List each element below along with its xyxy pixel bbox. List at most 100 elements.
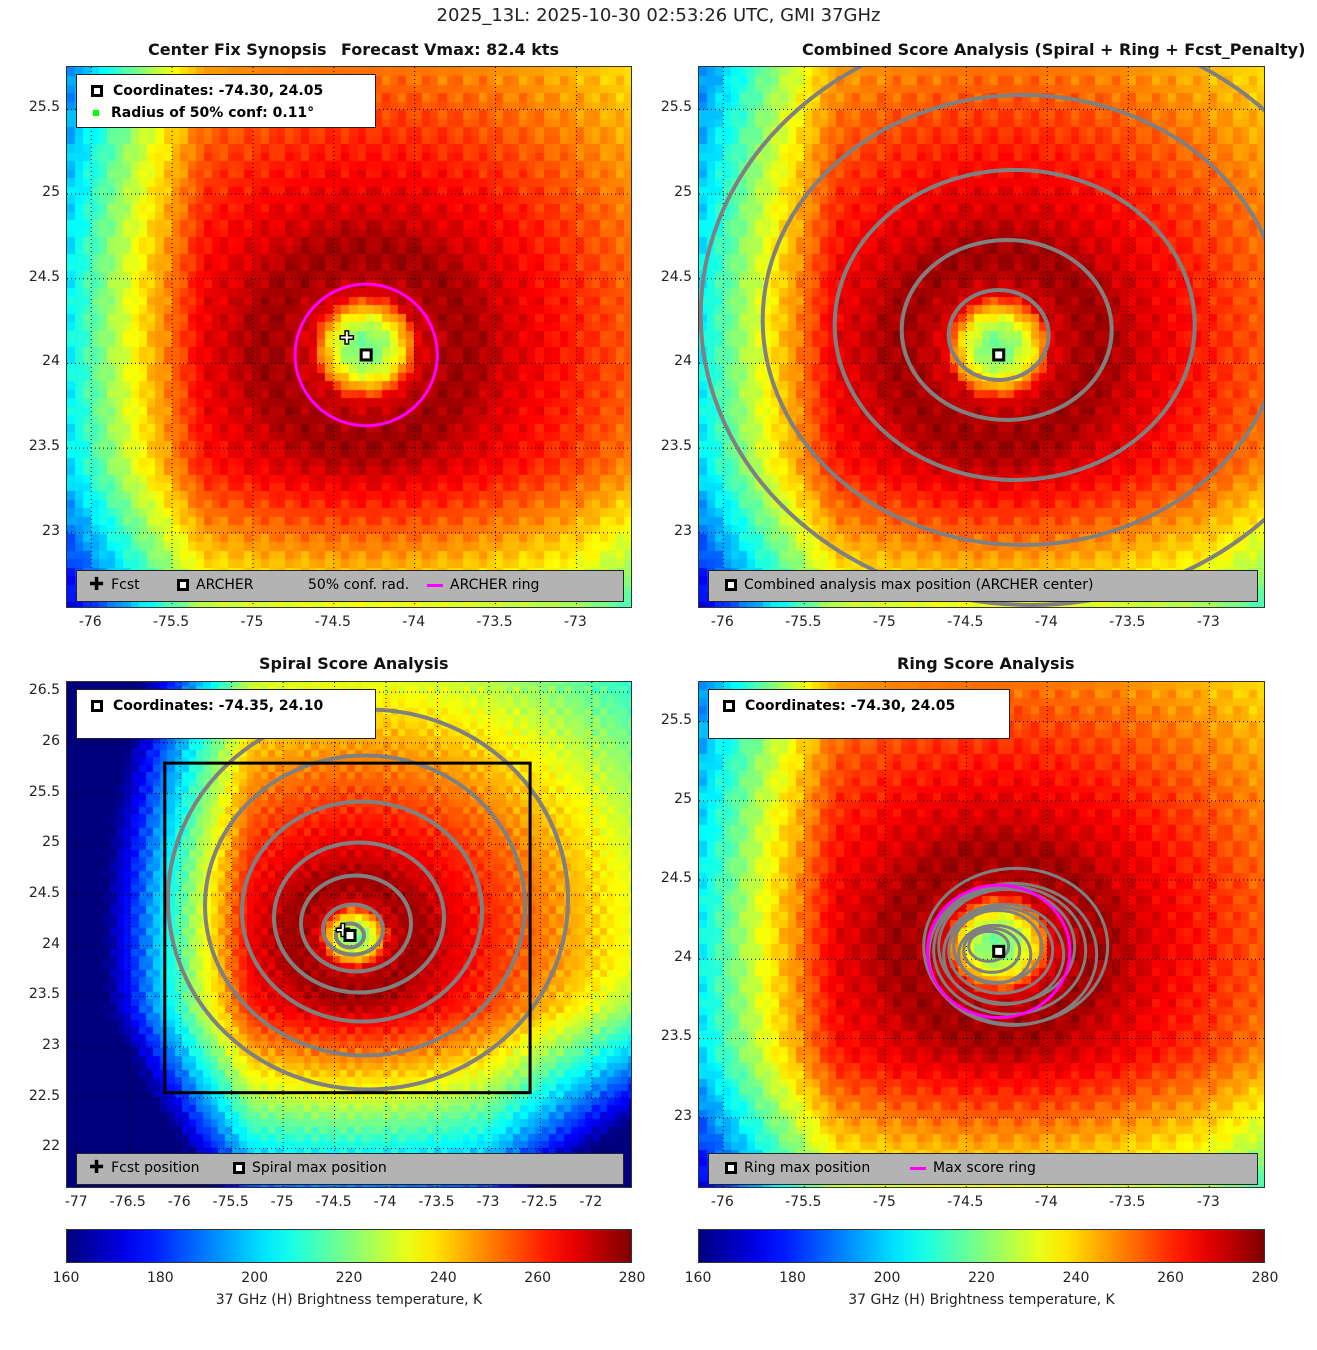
- archer-marker-icon: [725, 579, 737, 591]
- score-contour: [334, 921, 366, 950]
- archer-marker-icon: [177, 579, 189, 591]
- score-contour: [203, 753, 527, 1058]
- legend-conf: 50% conf. rad.: [308, 577, 410, 593]
- legend-max-ring: Max score ring: [933, 1160, 1036, 1176]
- ring-marker-icon: [725, 1162, 737, 1174]
- y-tick-label: 25: [674, 184, 692, 201]
- score-contour: [922, 866, 1110, 1026]
- panel1-vmax: Forecast Vmax: 82.4 kts: [341, 40, 560, 59]
- panel3-title: Spiral Score Analysis: [259, 654, 449, 673]
- x-tick-label: -73: [476, 1194, 500, 1210]
- score-contour: [937, 887, 1077, 1005]
- y-tick-label: 24.5: [660, 268, 692, 285]
- legend: Ring max position Max score ring: [708, 1153, 1258, 1185]
- overlay: ✚: [67, 682, 631, 1187]
- colorbar-tick-label: 240: [429, 1270, 457, 1286]
- y-tick-label: 22.5: [28, 1087, 60, 1104]
- conf-marker-icon: [93, 110, 99, 116]
- overlay: [699, 67, 1264, 607]
- y-tick-label: 24: [674, 353, 692, 370]
- colorbar-tick-label: 200: [241, 1270, 269, 1286]
- colorbar-label: 37 GHz (H) Brightness temperature, K: [215, 1292, 483, 1308]
- search-box: [163, 761, 532, 1095]
- colorbar-tick-label: 180: [779, 1270, 806, 1286]
- legend-combined: Combined analysis max position (ARCHER c…: [744, 577, 1094, 593]
- fcst-cross-icon: ✚: [89, 1157, 105, 1178]
- coordinates-text: Coordinates: -74.30, 24.05: [745, 698, 956, 714]
- panel1-title: Center Fix Synopsis: [148, 40, 327, 59]
- center-marker-icon: [359, 348, 373, 362]
- colorbar: [66, 1229, 632, 1263]
- colorbar-tick-label: 160: [52, 1270, 80, 1286]
- y-tick-label: 23: [674, 522, 692, 539]
- y-tick-label: 23: [42, 522, 60, 539]
- legend-fcst: Fcst: [111, 577, 140, 593]
- colorbar-tick-label: 220: [968, 1270, 995, 1286]
- x-tick-label: -75.5: [152, 614, 190, 630]
- y-tick-label: 23: [674, 1107, 692, 1124]
- colorbar-tick-label: 260: [524, 1270, 552, 1286]
- fcst-cross-icon: ✚: [89, 574, 105, 595]
- coordinates-text: Coordinates: -74.30, 24.05: [113, 83, 324, 99]
- radius-text: Radius of 50% conf: 0.11°: [111, 105, 315, 121]
- ring-line-icon: [427, 583, 443, 587]
- x-tick-label: -74: [1034, 614, 1058, 630]
- score-contour: [962, 926, 1022, 974]
- y-tick-label: 23.5: [660, 438, 692, 455]
- panel4-title: Ring Score Analysis: [897, 654, 1075, 673]
- x-tick-label: -73: [1196, 614, 1220, 630]
- figure-title: 2025_13L: 2025-10-30 02:53:26 UTC, GMI 3…: [436, 5, 881, 26]
- score-contour: [947, 905, 1055, 995]
- archer-ring: [925, 883, 1072, 1020]
- legend-fcst: Fcst position: [111, 1160, 200, 1176]
- x-tick-label: -74: [1034, 1194, 1058, 1210]
- colorbar-label: 37 GHz (H) Brightness temperature, K: [848, 1292, 1115, 1308]
- x-tick-label: -75: [872, 1194, 896, 1210]
- combined-score-panel: Combined analysis max position (ARCHER c…: [698, 66, 1265, 608]
- score-contour: [967, 929, 1011, 963]
- legend: ✚ Fcst position Spiral max position: [76, 1153, 624, 1185]
- y-tick-label: 23.5: [28, 986, 60, 1003]
- legend-archer: ARCHER: [196, 577, 254, 593]
- panel2-title: Combined Score Analysis (Spiral + Ring +…: [802, 40, 1306, 59]
- score-contour: [272, 840, 446, 995]
- info-box: Coordinates: -74.30, 24.05: [708, 689, 1010, 739]
- y-tick-label: 23.5: [28, 438, 60, 455]
- y-tick-label: 23: [42, 1037, 60, 1054]
- x-tick-label: -73.5: [1109, 614, 1146, 630]
- x-tick-label: -76: [710, 614, 734, 630]
- archer-ring: [293, 282, 439, 428]
- legend: ✚ Fcst ARCHER 50% conf. rad. ARCHER ring: [76, 570, 624, 602]
- colorbar: [698, 1229, 1265, 1263]
- y-tick-label: 26.5: [28, 682, 60, 699]
- spiral-marker-icon: [233, 1162, 245, 1174]
- x-tick-label: -75.5: [785, 1194, 822, 1210]
- center-fix-panel: ✚ Coordinates: -74.30, 24.05 Radius of 5…: [66, 66, 632, 608]
- x-tick-label: -75: [240, 614, 264, 630]
- legend-spiral: Spiral max position: [252, 1160, 387, 1176]
- score-contour: [946, 287, 1051, 382]
- info-box: Coordinates: -74.30, 24.05 Radius of 50%…: [76, 74, 376, 128]
- x-tick-label: -74.5: [947, 614, 984, 630]
- archer-marker-icon: [91, 85, 103, 97]
- x-tick-label: -73.5: [1109, 1194, 1146, 1210]
- x-tick-label: -74.5: [314, 614, 351, 630]
- x-tick-label: -72.5: [521, 1194, 558, 1210]
- x-tick-label: -74: [373, 1194, 397, 1210]
- y-tick-label: 24.5: [660, 870, 692, 887]
- ring-line-icon: [910, 1166, 926, 1170]
- score-contour: [952, 908, 1044, 984]
- x-tick-label: -73.5: [418, 1194, 455, 1210]
- coordinates-text: Coordinates: -74.35, 24.10: [113, 698, 324, 714]
- x-tick-label: -73: [563, 614, 587, 630]
- score-contour: [240, 799, 484, 1024]
- colorbar-tick-label: 180: [146, 1270, 174, 1286]
- y-tick-label: 26: [42, 732, 60, 749]
- y-tick-label: 25: [42, 834, 60, 851]
- center-marker-icon: [343, 929, 357, 942]
- score-contour: [321, 902, 385, 957]
- legend-ring: ARCHER ring: [450, 577, 540, 593]
- y-tick-label: 23.5: [660, 1028, 692, 1045]
- score-contour: [299, 873, 413, 974]
